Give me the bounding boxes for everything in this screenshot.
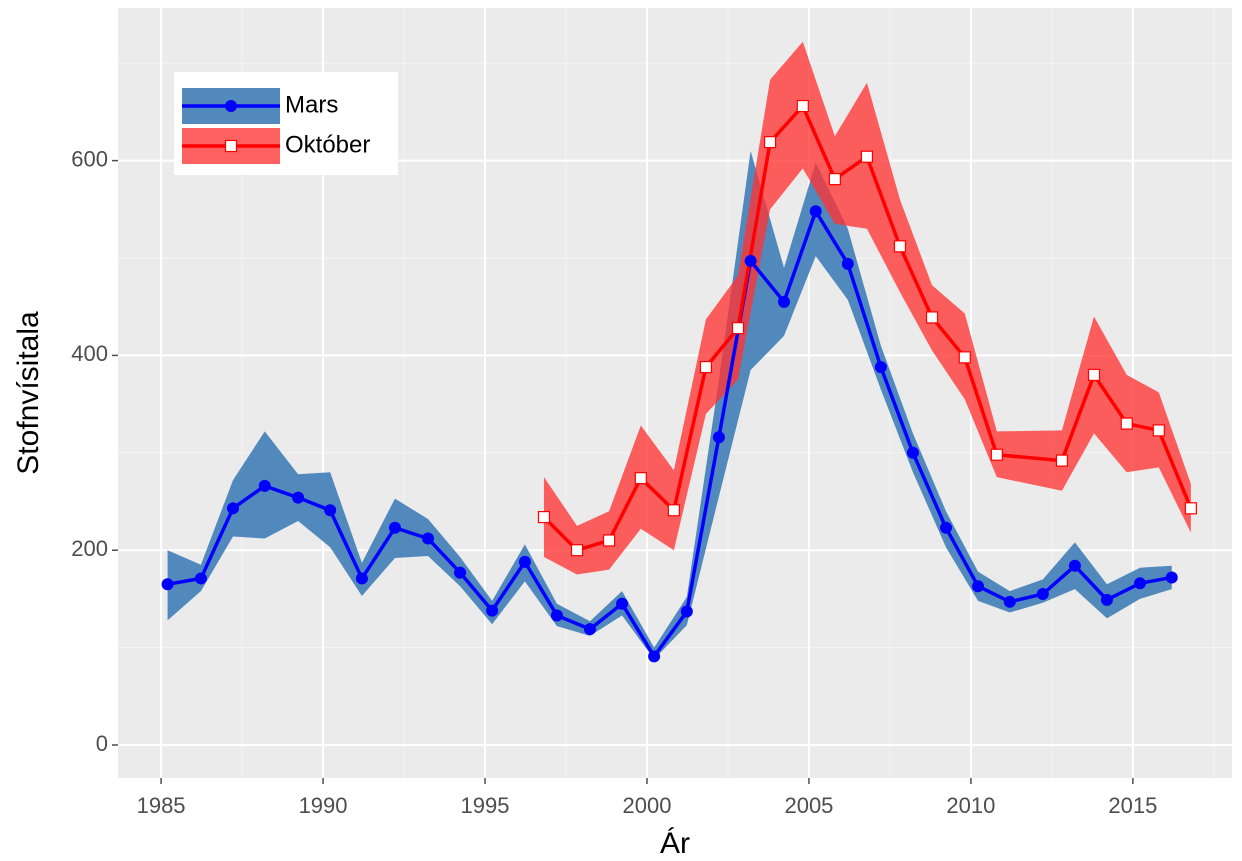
marker: [680, 605, 693, 618]
marker: [225, 100, 237, 112]
marker: [939, 521, 952, 534]
y-tick-label: 200: [71, 536, 108, 561]
marker: [841, 257, 854, 270]
marker: [634, 472, 647, 485]
marker: [537, 510, 551, 524]
marker: [860, 150, 874, 163]
marker: [1165, 571, 1178, 584]
marker: [699, 360, 713, 374]
marker: [550, 609, 563, 622]
marker: [1120, 417, 1133, 430]
marker: [1036, 588, 1049, 601]
marker: [454, 566, 467, 579]
marker: [1100, 593, 1113, 606]
marker: [292, 491, 305, 504]
y-tick-label: 0: [96, 731, 108, 756]
marker: [874, 361, 887, 374]
marker: [667, 504, 680, 517]
marker: [712, 431, 725, 444]
ribbon: [543, 41, 1191, 575]
marker: [324, 504, 337, 517]
x-axis-title: Ár: [660, 827, 690, 860]
marker: [1152, 424, 1165, 437]
marker: [1184, 502, 1197, 515]
marker: [925, 311, 939, 324]
marker: [422, 532, 435, 545]
y-tick-label: 600: [71, 146, 108, 171]
marker: [602, 534, 616, 547]
marker: [224, 139, 238, 153]
x-tick-label: 2015: [1108, 793, 1157, 818]
marker: [570, 544, 584, 557]
y-tick-label: 400: [71, 341, 108, 366]
marker: [893, 240, 907, 253]
marker: [763, 136, 777, 149]
marker: [194, 572, 207, 585]
marker: [972, 580, 985, 593]
marker: [486, 604, 499, 617]
marker: [518, 555, 531, 568]
marker: [583, 623, 596, 636]
marker: [226, 502, 239, 515]
marker: [990, 448, 1003, 461]
marker: [1068, 559, 1081, 572]
marker: [958, 351, 971, 364]
marker: [744, 254, 757, 267]
x-tick-label: 2005: [784, 793, 833, 818]
marker: [828, 173, 841, 186]
marker: [388, 521, 401, 534]
marker: [731, 322, 745, 335]
marker: [616, 597, 629, 610]
legend-label: Mars: [285, 91, 338, 118]
ribbon: [167, 150, 1172, 660]
marker: [1134, 577, 1147, 590]
marker: [1055, 454, 1069, 467]
marker: [355, 572, 368, 585]
marker: [809, 205, 822, 218]
y-axis-title: Stofnvísitala: [12, 311, 45, 475]
marker: [796, 99, 809, 113]
marker: [778, 295, 791, 308]
legend-label: Október: [285, 131, 370, 158]
x-tick-label: 1990: [299, 793, 348, 818]
marker: [1087, 368, 1101, 381]
marker: [161, 578, 174, 591]
x-tick-label: 2010: [946, 793, 995, 818]
x-tick-label: 1985: [137, 793, 186, 818]
legend: Mars Október: [174, 72, 398, 175]
marker: [258, 479, 271, 492]
x-tick-label: 2000: [623, 793, 672, 818]
marker: [1003, 595, 1016, 608]
marker: [906, 446, 919, 459]
x-tick-label: 1995: [461, 793, 510, 818]
marker: [648, 650, 661, 663]
